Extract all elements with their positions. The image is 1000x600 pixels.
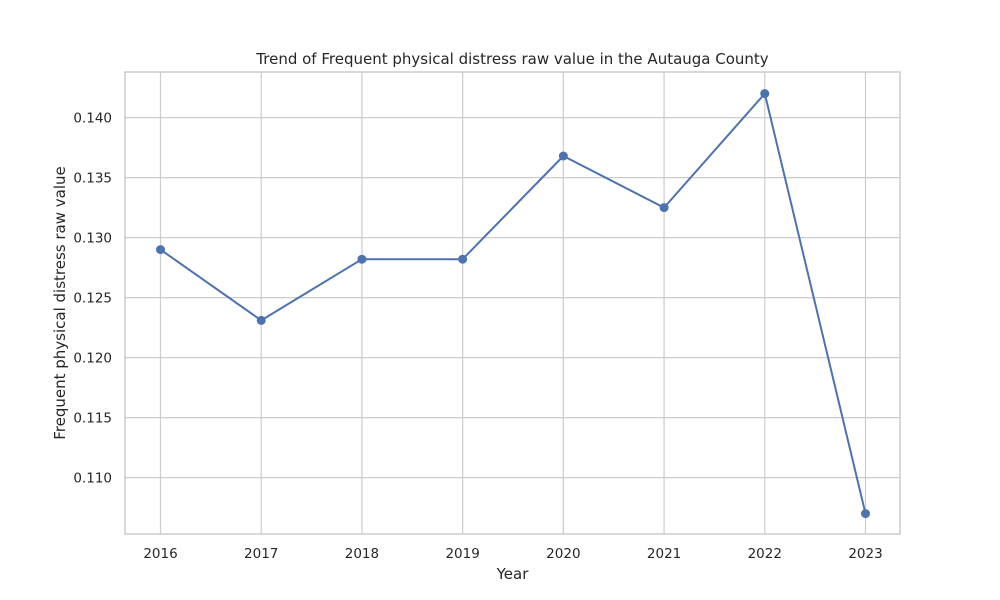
y-tick-label: 0.135 — [73, 171, 112, 187]
x-tick-label: 2022 — [748, 546, 782, 562]
data-point-2019 — [458, 254, 468, 264]
plot-frame — [124, 71, 901, 535]
y-axis-label: Frequent physical distress raw value — [51, 166, 69, 440]
y-tick-label: 0.130 — [73, 231, 112, 247]
data-point-2022 — [760, 89, 770, 99]
x-tick-label: 2023 — [848, 546, 882, 562]
data-point-2020 — [558, 151, 568, 161]
series-line — [159, 92, 867, 514]
y-tick-label: 0.120 — [73, 351, 112, 367]
data-point-2023 — [861, 509, 870, 519]
y-tick-labels: 0.110 0.115 0.120 0.125 0.130 0.135 0.140 — [73, 111, 112, 487]
y-tick-label: 0.110 — [73, 471, 112, 487]
series-group — [156, 89, 870, 519]
x-tick-label: 2021 — [647, 546, 681, 562]
data-point-2016 — [156, 245, 165, 255]
y-tick-label: 0.115 — [73, 411, 112, 427]
data-point-2021 — [659, 203, 669, 213]
data-point-2017 — [256, 315, 266, 325]
y-grid — [125, 116, 900, 479]
x-axis-label: Year — [496, 565, 530, 583]
chart-title: Trend of Frequent physical distress raw … — [255, 50, 769, 68]
x-tick-label: 2019 — [445, 546, 479, 562]
x-grid — [159, 72, 867, 534]
x-tick-label: 2018 — [345, 546, 379, 562]
y-tick-label: 0.140 — [73, 111, 112, 127]
y-tick-label: 0.125 — [73, 291, 112, 307]
x-tick-labels: 2016 2017 2018 2019 2020 2021 2022 2023 — [143, 546, 882, 562]
x-tick-label: 2016 — [143, 546, 177, 562]
data-point-2018 — [357, 254, 367, 264]
x-tick-label: 2017 — [244, 546, 278, 562]
x-tick-label: 2020 — [546, 546, 580, 562]
